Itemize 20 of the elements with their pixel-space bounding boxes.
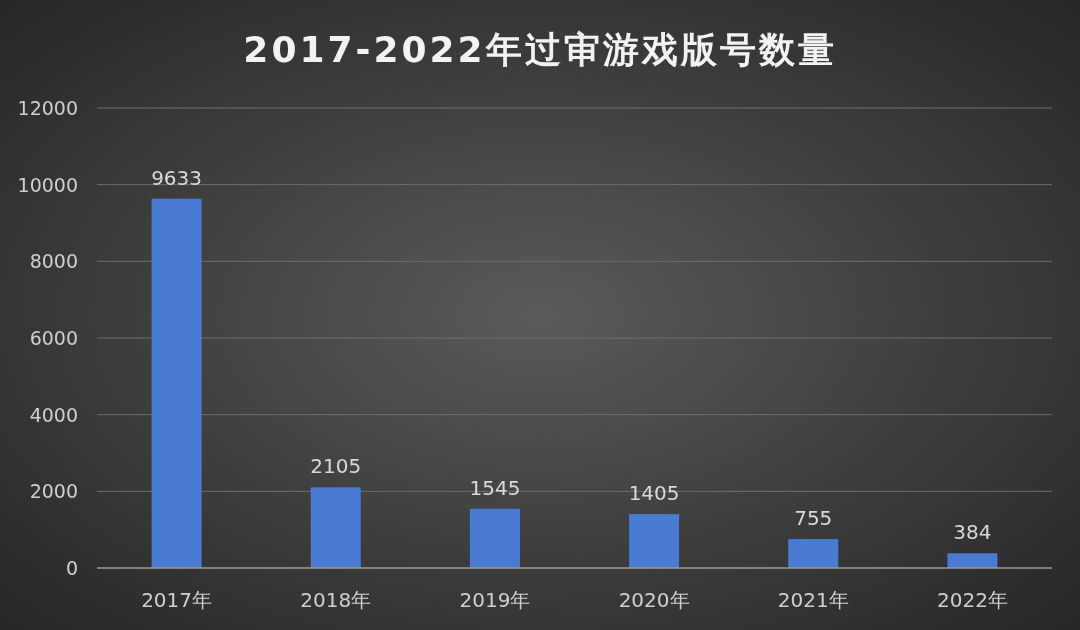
x-tick-label: 2020年 [618,588,690,612]
data-label: 384 [953,520,992,545]
y-tick-label: 12000 [17,97,78,119]
data-label: 2105 [310,454,362,479]
x-tick-label: 2019年 [459,588,531,612]
y-tick-label: 8000 [29,250,78,273]
y-tick-label: 6000 [29,327,78,349]
x-tick-label: 2017年 [141,588,213,612]
chart-title: 2017-2022年过审游戏版号数量 [243,29,837,70]
y-tick-label: 2000 [29,480,78,503]
data-label: 1545 [469,475,521,500]
x-tick-label: 2021年 [777,588,849,612]
x-tick-label: 2022年 [936,588,1008,612]
y-tick-label: 4000 [29,403,78,426]
y-tick-label: 0 [65,557,78,579]
y-tick-label: 10000 [17,173,78,196]
x-tick-label: 2018年 [300,588,372,612]
data-label: 755 [794,506,833,531]
data-label: 9633 [151,165,203,190]
data-label: 1405 [628,481,680,506]
